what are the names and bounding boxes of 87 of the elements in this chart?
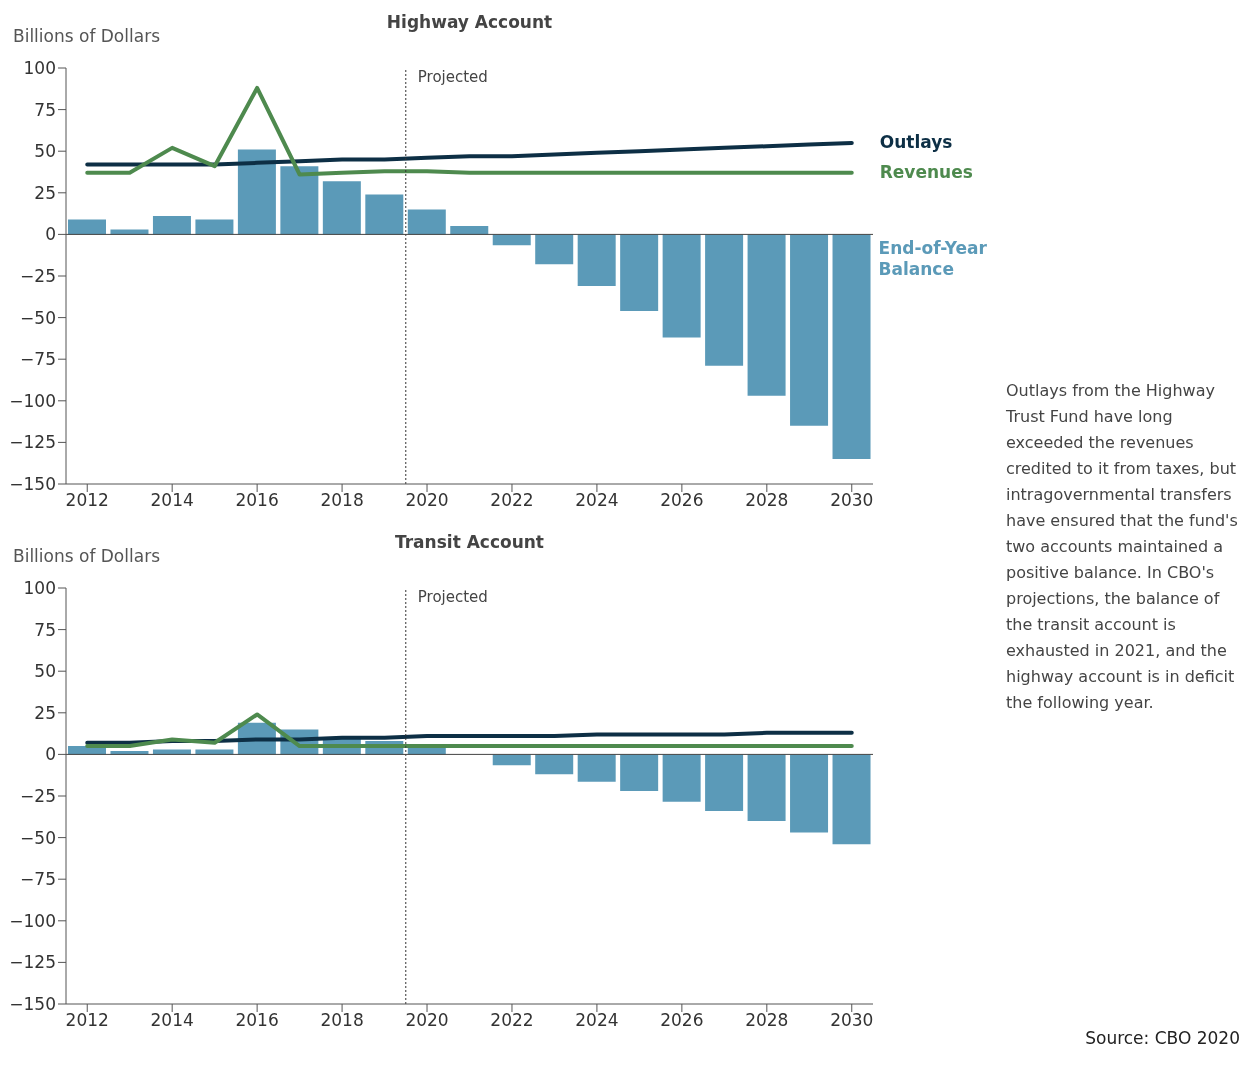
series-label: Revenues	[879, 161, 973, 182]
ref-line-label: Projected	[417, 68, 488, 86]
y-tick-label: −50	[20, 307, 56, 328]
bar	[407, 209, 446, 235]
bar	[280, 166, 319, 235]
x-tick-label: 2016	[235, 490, 279, 511]
y-axis-title: Billions of Dollars	[13, 26, 160, 46]
chart-title: Highway Account	[386, 12, 553, 32]
bar	[705, 234, 744, 366]
bar	[832, 754, 871, 845]
bar	[365, 194, 404, 235]
y-tick-label: 25	[34, 702, 56, 723]
bar	[662, 234, 701, 338]
y-tick-label: 100	[23, 578, 56, 599]
y-tick-label: −125	[9, 952, 56, 973]
bar	[152, 216, 191, 235]
bar	[237, 149, 276, 235]
y-tick-label: −150	[9, 474, 56, 495]
bar	[195, 749, 234, 755]
x-tick-label: 2026	[660, 490, 704, 511]
series-label: Outlays	[879, 131, 953, 152]
y-tick-label: −50	[20, 827, 56, 848]
bar	[492, 754, 531, 766]
y-tick-label: 50	[34, 661, 56, 682]
x-tick-label: 2024	[575, 490, 619, 511]
bar	[110, 751, 149, 755]
bar	[535, 754, 574, 775]
ref-line-label: Projected	[417, 588, 488, 606]
bar	[747, 234, 786, 396]
bar	[450, 226, 489, 235]
bar	[790, 754, 829, 833]
x-tick-label: 2028	[745, 490, 789, 511]
x-tick-label: 2022	[490, 490, 534, 511]
y-tick-label: 0	[45, 744, 56, 765]
bar	[195, 219, 234, 235]
bar	[577, 234, 616, 286]
y-tick-label: 50	[34, 141, 56, 162]
bar	[492, 234, 531, 246]
bar	[152, 749, 191, 755]
bar	[620, 754, 659, 792]
line-series	[85, 712, 854, 749]
x-tick-label: 2028	[745, 1010, 789, 1031]
x-tick-label: 2018	[320, 490, 364, 511]
source-note: Source: CBO 2020	[1085, 1028, 1240, 1048]
bar	[322, 181, 361, 235]
x-tick-label: 2030	[830, 1010, 874, 1031]
text: Outlays from the Highway Trust Fund have long exceeded the revenues credited to it from taxes, but intragovernmental transfers have ensured that the fund's two accounts maintained a positive balance. In CBO's projections, the balance of the transit account is exhausted in 2021, and the highway account is in deficit the following year.	[1006, 381, 1238, 712]
x-tick-label: 2020	[405, 490, 449, 511]
x-tick-label: 2026	[660, 1010, 704, 1031]
y-tick-label: −100	[9, 910, 56, 931]
y-axis-title: Billions of Dollars	[13, 546, 160, 566]
bar	[662, 754, 701, 802]
x-tick-label: 2012	[65, 1010, 109, 1031]
y-tick-label: 75	[34, 99, 56, 120]
bar	[68, 219, 106, 235]
line-series	[85, 140, 854, 167]
y-tick-label: −25	[20, 786, 56, 807]
x-tick-label: 2014	[150, 490, 194, 511]
y-tick-label: −100	[9, 390, 56, 411]
x-tick-label: 2024	[575, 1010, 619, 1031]
x-tick-label: 2018	[320, 1010, 364, 1031]
y-tick-label: 75	[34, 619, 56, 640]
y-tick-label: −75	[20, 349, 56, 370]
y-tick-label: 100	[23, 58, 56, 79]
bar	[747, 754, 786, 821]
y-tick-label: −125	[9, 432, 56, 453]
bar	[705, 754, 744, 811]
x-tick-label: 2020	[405, 1010, 449, 1031]
y-tick-label: −75	[20, 869, 56, 890]
x-tick-label: 2030	[830, 490, 874, 511]
series-label: End-of-Year Balance	[878, 238, 988, 280]
bar	[110, 229, 149, 235]
bar	[535, 234, 574, 265]
y-tick-label: 25	[34, 182, 56, 203]
x-tick-label: 2014	[150, 1010, 194, 1031]
bar	[790, 234, 829, 426]
bar	[620, 234, 659, 311]
y-tick-label: −25	[20, 266, 56, 287]
bar	[832, 234, 871, 460]
line-series	[85, 85, 854, 177]
chart-title: Transit Account	[395, 532, 544, 552]
y-tick-label: −150	[9, 994, 56, 1015]
bar	[577, 754, 616, 782]
x-tick-label: 2016	[235, 1010, 279, 1031]
x-tick-label: 2022	[490, 1010, 534, 1031]
y-tick-label: 0	[45, 224, 56, 245]
x-tick-label: 2012	[65, 490, 109, 511]
